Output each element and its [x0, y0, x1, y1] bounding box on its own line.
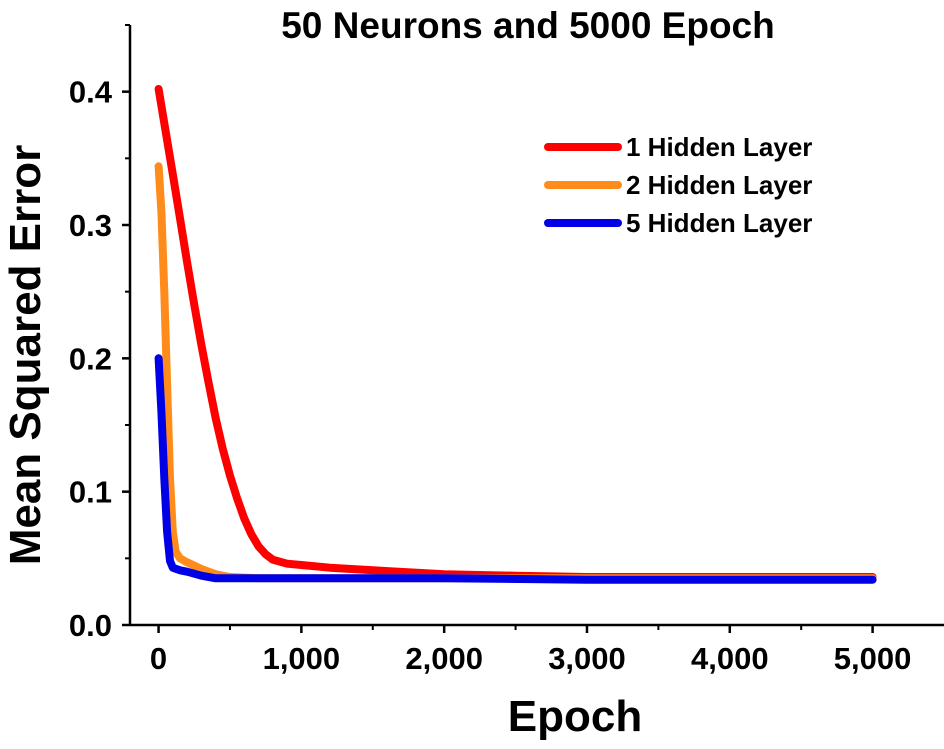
x-tick-label: 5,000 [834, 641, 912, 676]
legend-label-1: 1 Hidden Layer [626, 132, 812, 162]
x-tick-label: 1,000 [263, 641, 341, 676]
axes: 0.0 0.1 0.2 0.3 0.4 0 1,000 2,000 3,000 4,000 5,00… [69, 24, 944, 676]
series-line-1 [154, 85, 877, 581]
legend-label-2: 2 Hidden Layer [626, 170, 812, 200]
legend: 1 Hidden Layer 2 Hidden Layer 5 Hidden Lay… [544, 132, 812, 238]
x-tick-label: 2,000 [405, 641, 483, 676]
legend-label-3: 5 Hidden Layer [626, 208, 812, 238]
x-tick-label: 0 [150, 641, 167, 676]
y-tick-label: 0.2 [69, 341, 112, 376]
x-tick-label: 4,000 [691, 641, 769, 676]
y-axis-label: Mean Squared Error [1, 145, 50, 566]
y-tick-label: 0.1 [69, 475, 112, 510]
series-line-3 [154, 354, 877, 584]
y-tick-label: 0.0 [69, 608, 112, 643]
chart-title: 50 Neurons and 5000 Epoch [281, 5, 775, 46]
y-tick-label: 0.3 [69, 208, 112, 243]
y-tick-label: 0.4 [69, 75, 113, 110]
series-layer [154, 85, 877, 584]
x-axis-label: Epoch [508, 692, 642, 741]
x-tick-label: 3,000 [548, 641, 626, 676]
